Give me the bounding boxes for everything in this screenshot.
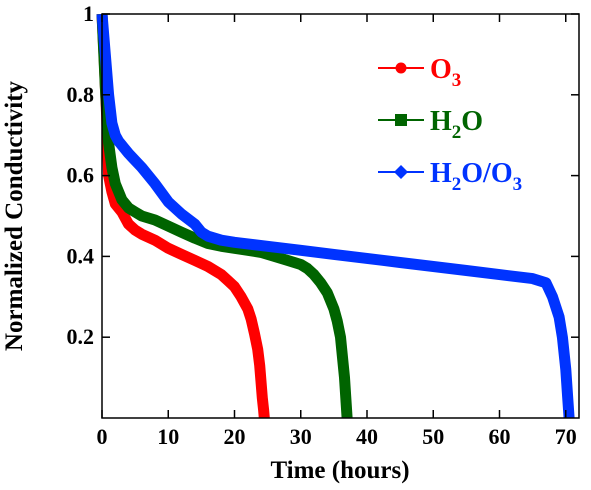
series-line-0 <box>96 13 270 419</box>
y-tick-label: 0.2 <box>67 324 95 349</box>
x-tick-label: 10 <box>157 424 179 449</box>
y-tick-label: 0.4 <box>67 243 95 268</box>
legend-label: H2O <box>430 106 483 143</box>
x-tick-label: 60 <box>489 424 511 449</box>
legend-label-subscript: 3 <box>513 174 523 195</box>
legend-label-part: O/O <box>461 158 512 189</box>
y-tick-label: 1 <box>83 1 94 26</box>
legend-label: O3 <box>430 54 461 91</box>
x-tick-label: 50 <box>422 424 444 449</box>
x-tick-label: 0 <box>97 424 108 449</box>
x-tick-label: 20 <box>224 424 246 449</box>
y-tick-label: 0.6 <box>67 163 95 188</box>
series-line-1 <box>96 13 353 419</box>
x-tick-label: 30 <box>290 424 312 449</box>
x-axis-title: Time (hours) <box>270 457 409 484</box>
x-tick-label: 70 <box>555 424 577 449</box>
plot-frame <box>101 13 580 419</box>
legend-item: H2O <box>378 106 483 143</box>
y-tick-label: 0.8 <box>67 82 95 107</box>
legend-label-part: O <box>461 106 483 137</box>
legend-marker-circle <box>395 62 407 74</box>
x-tick-label: 40 <box>356 424 378 449</box>
series-line-2 <box>96 13 575 419</box>
legend-label-part: H <box>430 106 452 137</box>
legend-item: H2O/O3 <box>378 158 522 195</box>
legend-marker-diamond <box>394 165 408 179</box>
legend-item: O3 <box>378 54 461 91</box>
y-axis-title: Normalized Conductivity <box>1 80 28 351</box>
legend-marker-square <box>395 114 407 126</box>
legend-label-part: O <box>430 54 452 85</box>
legend-label-subscript: 2 <box>452 122 462 143</box>
legend-label-subscript: 2 <box>452 174 462 195</box>
series-layer <box>96 13 575 419</box>
legend-label: H2O/O3 <box>430 158 522 195</box>
legend-label-part: H <box>430 158 452 189</box>
legend-label-subscript: 3 <box>452 70 462 91</box>
ticks-layer: 0 10 20 30 40 50 60 70 0.2 0.4 0.6 0.8 1 <box>67 1 579 449</box>
